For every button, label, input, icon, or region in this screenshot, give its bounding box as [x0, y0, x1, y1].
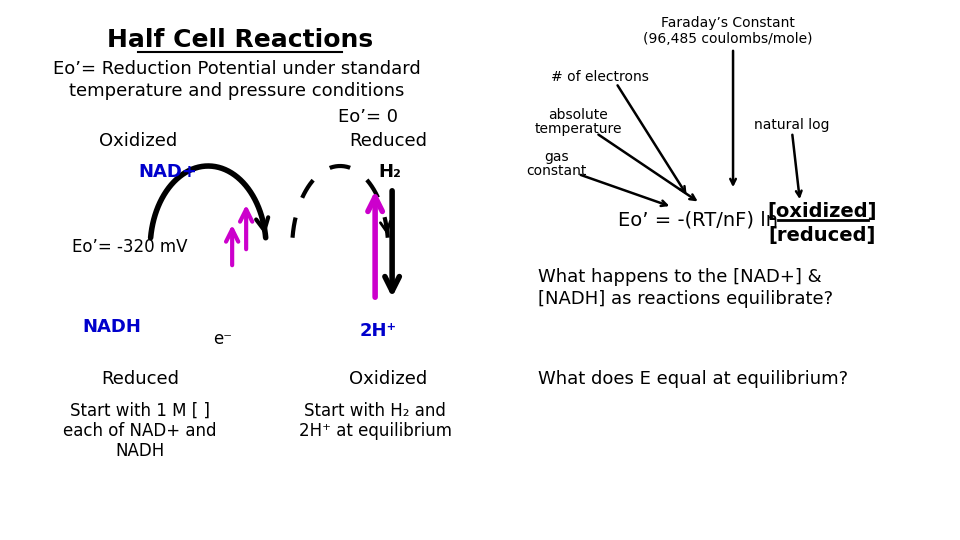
Text: What happens to the [NAD+] &: What happens to the [NAD+] &: [539, 268, 822, 286]
Text: Eo’= -320 mV: Eo’= -320 mV: [72, 238, 188, 256]
Text: 2H⁺: 2H⁺: [360, 322, 396, 340]
Text: NADH: NADH: [115, 442, 165, 460]
Text: H₂: H₂: [378, 163, 401, 181]
Text: gas: gas: [543, 150, 568, 164]
Text: each of NAD+ and: each of NAD+ and: [63, 422, 217, 440]
Text: Faraday’s Constant: Faraday’s Constant: [661, 16, 795, 30]
Text: Start with H₂ and: Start with H₂ and: [304, 402, 446, 420]
Text: 2H⁺ at equilibrium: 2H⁺ at equilibrium: [299, 422, 451, 440]
Text: Reduced: Reduced: [349, 132, 427, 150]
Text: Half Cell Reactions: Half Cell Reactions: [108, 28, 373, 52]
Text: Eo’= Reduction Potential under standard: Eo’= Reduction Potential under standard: [53, 60, 421, 78]
Text: natural log: natural log: [755, 118, 829, 132]
Text: NAD+: NAD+: [139, 163, 198, 181]
Text: temperature: temperature: [535, 122, 622, 136]
Text: absolute: absolute: [548, 108, 608, 122]
Text: What does E equal at equilibrium?: What does E equal at equilibrium?: [539, 370, 849, 388]
Text: [NADH] as reactions equilibrate?: [NADH] as reactions equilibrate?: [539, 290, 833, 308]
Text: (96,485 coulombs/mole): (96,485 coulombs/mole): [643, 32, 813, 46]
Text: [reduced]: [reduced]: [768, 226, 876, 245]
Text: # of electrons: # of electrons: [551, 70, 649, 84]
Text: Eo’ = -(RT/nF) ln: Eo’ = -(RT/nF) ln: [618, 210, 778, 229]
Text: Start with 1 M [ ]: Start with 1 M [ ]: [70, 402, 210, 420]
Text: Eo’= 0: Eo’= 0: [338, 108, 398, 126]
Text: Reduced: Reduced: [101, 370, 180, 388]
Text: Oxidized: Oxidized: [99, 132, 178, 150]
Text: NADH: NADH: [83, 318, 142, 336]
Text: constant: constant: [526, 164, 587, 178]
Text: [oxidized]: [oxidized]: [767, 202, 876, 221]
Text: Oxidized: Oxidized: [349, 370, 427, 388]
Text: e⁻: e⁻: [213, 330, 231, 348]
Text: temperature and pressure conditions: temperature and pressure conditions: [69, 82, 405, 100]
